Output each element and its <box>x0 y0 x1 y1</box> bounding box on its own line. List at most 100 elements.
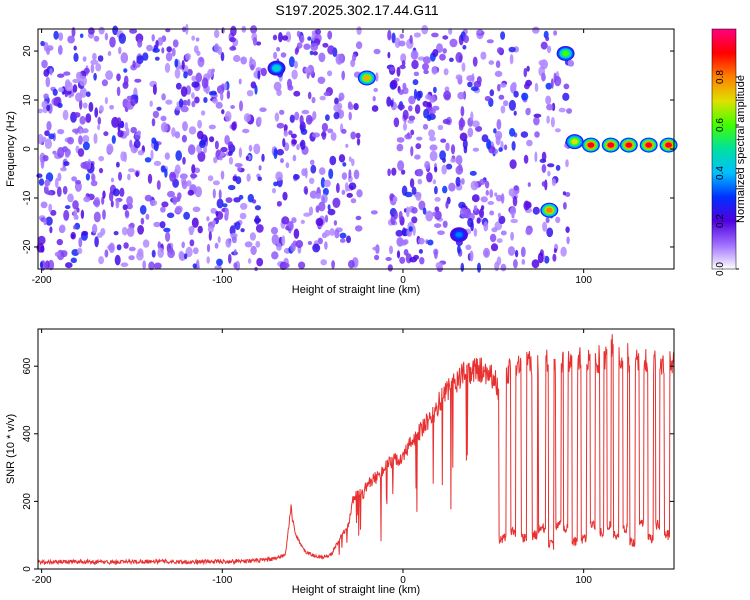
spectrogram-cell <box>70 257 78 264</box>
spectrogram-cell <box>463 146 468 154</box>
spectrogram-cell <box>399 239 408 246</box>
spectrogram-cell <box>498 215 506 225</box>
spectrogram-cell <box>164 152 170 160</box>
spectrogram-cell <box>229 37 236 43</box>
spectrogram-cell <box>403 249 409 256</box>
spectrogram-cell <box>139 205 147 215</box>
spectrogram-cell <box>460 106 465 117</box>
spectrogram-cell <box>532 206 540 215</box>
spectrogram-cell <box>180 86 188 97</box>
spectrogram-cell <box>514 249 519 258</box>
spectrogram-cell <box>120 52 129 64</box>
spectrogram-hotspot <box>645 142 653 148</box>
spectrogram-cell <box>317 76 326 85</box>
spectrogram-cell <box>181 241 185 249</box>
spectrogram-cell <box>91 223 98 234</box>
spectrogram-cell <box>460 178 465 185</box>
snr-y-ticks: 0 200 400 600 <box>22 357 674 572</box>
spectrogram-cell <box>439 53 446 61</box>
spectrogram-cell <box>40 40 45 47</box>
spectrogram-cell <box>503 100 509 107</box>
spectrogram-cell <box>329 228 335 236</box>
spectrogram-cell <box>351 158 355 167</box>
spectrogram-cell <box>276 200 282 207</box>
spectrogram-cell <box>513 90 519 98</box>
spectrogram-cell <box>74 179 82 185</box>
spectrogram-cell <box>106 143 114 154</box>
x-tick-label: 0 <box>400 275 406 286</box>
spectrogram-cell <box>123 68 128 73</box>
spectrogram-cell <box>303 186 308 195</box>
spectrogram-cell <box>400 169 406 175</box>
spectrogram-cell <box>46 104 51 112</box>
spectrogram-cell <box>412 79 419 86</box>
spectrogram-cell <box>541 181 547 187</box>
spectrogram-cell <box>489 89 495 97</box>
spectrogram-cell <box>521 92 529 101</box>
spectrogram-cell <box>288 130 293 136</box>
spectrogram-cell <box>470 221 474 232</box>
spectrogram-cell <box>565 226 570 233</box>
spectrogram-cell <box>457 91 465 100</box>
spectrogram-cell <box>473 228 478 237</box>
spectrogram-cell <box>309 159 315 165</box>
spectrogram-cell <box>348 101 352 109</box>
spectrogram-cell <box>429 150 438 162</box>
spectrogram-cell <box>469 250 474 262</box>
spectrogram-cell <box>60 167 67 172</box>
spectrogram-cell <box>91 173 96 182</box>
spectrogram-cell <box>196 50 201 56</box>
spectrogram-cell <box>85 91 91 97</box>
spectrogram-cell <box>472 120 480 128</box>
spectrogram-cell <box>191 217 199 228</box>
spectrogram-cell <box>322 42 329 48</box>
spectrogram-cell <box>227 141 234 150</box>
spectrogram-cell <box>160 122 168 133</box>
spectrogram-cell <box>520 246 526 258</box>
spectrogram-cell <box>546 227 554 238</box>
spectrogram-cell <box>110 177 115 183</box>
spectrogram-cell <box>220 91 224 101</box>
spectrogram-cell <box>547 170 551 177</box>
spectrogram-cell <box>226 90 231 100</box>
spectrogram-cell <box>450 144 456 155</box>
spectrogram-cell <box>550 117 555 128</box>
spectrogram-cell <box>104 249 109 258</box>
spectrogram-cell <box>260 67 267 77</box>
spectrogram-cell <box>554 128 561 133</box>
spectrogram-cell <box>500 230 507 236</box>
spectrogram-cell <box>497 212 501 218</box>
spectrogram-cell <box>147 173 153 184</box>
spectrogram-cell <box>212 180 220 186</box>
spectrogram-cell <box>212 98 218 104</box>
spectrogram-cell <box>526 139 533 147</box>
spectrogram-cell <box>231 121 237 131</box>
spectrogram-cell <box>60 250 68 258</box>
spectrogram-cell <box>88 27 95 35</box>
spectrogram-cell <box>37 235 46 245</box>
spectrogram-cell <box>333 111 340 120</box>
spectrogram-cell <box>341 128 347 134</box>
spectrogram-cell <box>471 194 480 203</box>
spectrogram-cell <box>513 110 517 116</box>
spectrogram-cell <box>161 93 166 101</box>
spectrogram-cell <box>240 228 245 233</box>
spectrogram-cell <box>180 105 189 113</box>
spectrogram-cell <box>311 96 316 104</box>
spectrogram-cell <box>57 129 65 135</box>
spectrogram-cell <box>391 32 396 44</box>
spectrogram-cell <box>72 200 79 210</box>
y-tick-label: -20 <box>22 239 33 254</box>
spectrogram-cell <box>225 238 232 248</box>
spectrogram-cell <box>545 82 553 90</box>
spectrogram-cell <box>213 156 218 164</box>
spectrogram-cell <box>422 56 431 64</box>
spectrogram-cell <box>431 66 438 75</box>
spectrogram-cell <box>459 207 468 218</box>
spectrogram-cell <box>431 109 436 114</box>
spectrogram-cell <box>342 162 347 167</box>
chart-title: S197.2025.302.17.44.G11 <box>275 2 438 18</box>
spectrogram-cell <box>323 179 331 188</box>
spectrogram-cell <box>467 127 474 138</box>
spectrogram-cell <box>355 132 361 139</box>
